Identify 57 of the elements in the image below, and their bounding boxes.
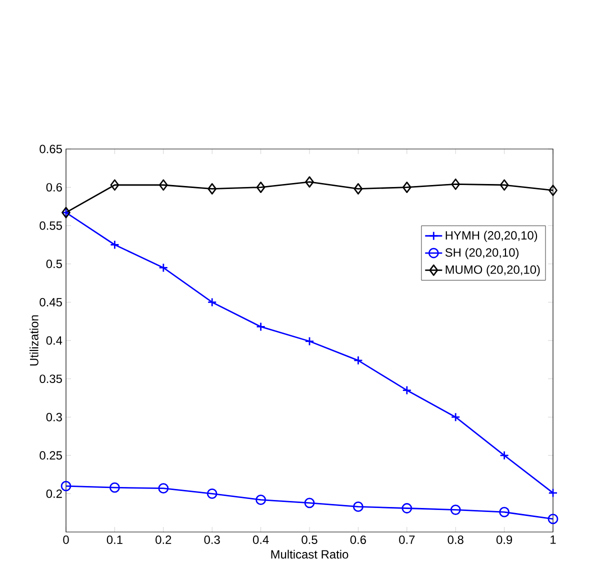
point (402, 503, 412, 514)
x-tick-label: 1 (550, 536, 556, 544)
legend-label: MUMO (20,20,10) (446, 265, 540, 276)
point (158, 483, 169, 494)
point (353, 502, 364, 512)
x-tick-label: 0.1 (106, 536, 122, 544)
legend-label: SH (20,20,10) (445, 248, 518, 260)
point (158, 179, 168, 191)
point (158, 263, 168, 272)
point (304, 498, 315, 508)
point (208, 183, 217, 195)
point (450, 504, 461, 515)
y-tick-label: 0.55 (40, 221, 62, 230)
x-tick-label: 0.4 (252, 536, 269, 544)
point (256, 322, 266, 332)
point (207, 298, 217, 307)
point (256, 182, 266, 193)
x-tick-label: 0 (63, 536, 69, 544)
point (304, 336, 314, 346)
point (451, 178, 460, 190)
y-tick-label: 0.65 (40, 144, 62, 154)
legend-label: HYMH (20,20,10) (446, 230, 538, 242)
x-tick-label: 0.9 (496, 536, 512, 544)
point (110, 179, 120, 191)
point (60, 480, 72, 492)
point (450, 412, 460, 422)
y-tick-label: 0.35 (40, 374, 62, 384)
point (548, 184, 558, 196)
x-tick-label: 0.6 (350, 536, 366, 544)
y-tick-label: 0.5 (46, 260, 62, 268)
point (402, 386, 412, 395)
point (354, 183, 363, 195)
y-tick-label: 0.45 (40, 298, 62, 306)
y-axis-title: Utilization (30, 315, 38, 366)
point (305, 176, 314, 188)
x-tick-label: 0.5 (302, 536, 318, 544)
point (256, 494, 266, 506)
y-tick-label: 0.2 (46, 489, 62, 498)
y-tick-label: 0.3 (46, 412, 62, 422)
y-tick-label: 0.6 (46, 183, 62, 192)
point (354, 356, 363, 366)
x-tick-label: 0.3 (204, 536, 220, 544)
point (548, 514, 558, 524)
point (110, 482, 120, 493)
x-tick-label: 0.8 (448, 536, 464, 544)
y-tick-label: 0.25 (40, 451, 62, 460)
x-axis-title: Multicast Ratio (271, 550, 348, 559)
x-tick-label: 0.7 (399, 536, 415, 544)
point (500, 179, 509, 191)
point (499, 506, 510, 518)
y-tick-label: 0.4 (46, 336, 62, 345)
point (110, 240, 120, 250)
point (402, 182, 412, 193)
point (548, 488, 558, 498)
point (206, 488, 218, 499)
x-tick-label: 0.2 (156, 536, 172, 544)
point (500, 450, 510, 460)
